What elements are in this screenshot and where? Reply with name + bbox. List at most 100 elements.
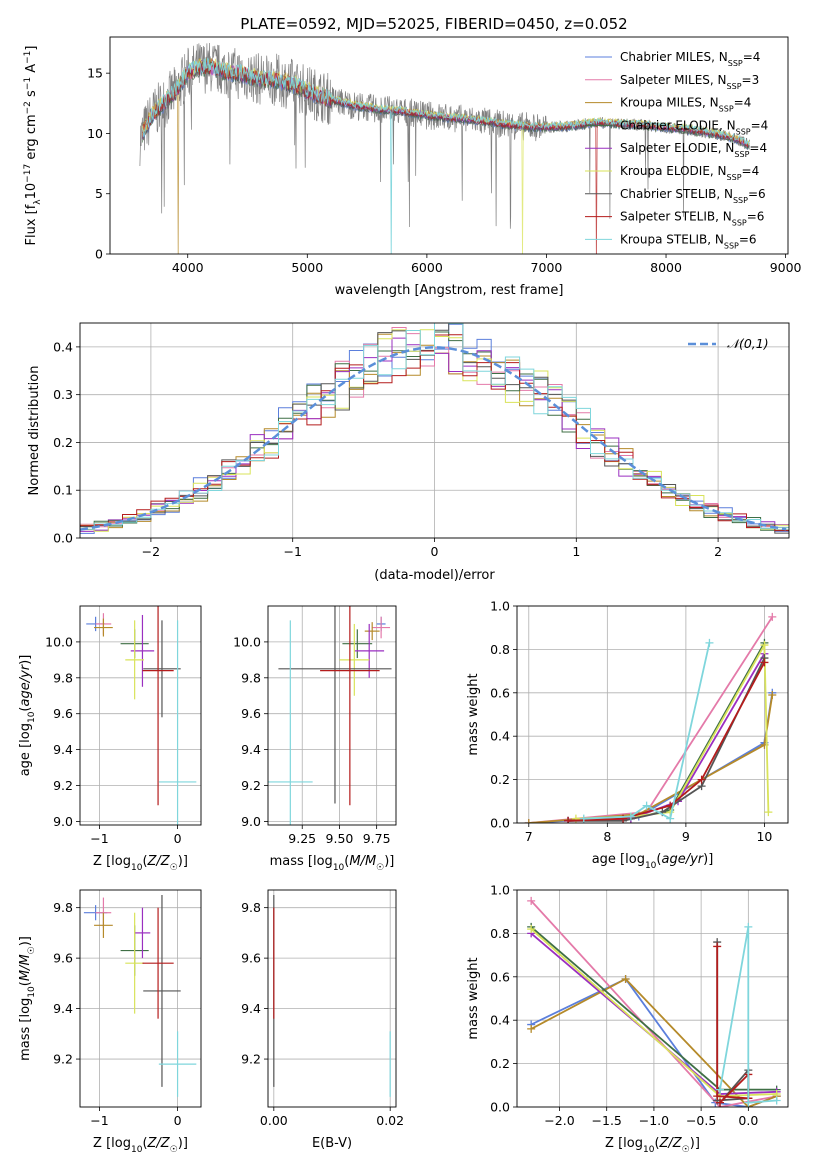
residual-histograms — [80, 323, 789, 534]
age-weight-ylabel: mass weight — [466, 673, 481, 755]
label-part: 10 — [131, 1145, 143, 1155]
x-tick-label: 8000 — [650, 260, 682, 275]
weight-line-3 — [568, 642, 766, 822]
x-tick-label: 5000 — [291, 260, 323, 275]
y-tick-label: 0.0 — [490, 1100, 510, 1115]
legend-value: =6 — [748, 187, 766, 201]
x-tick-label: 4000 — [172, 260, 204, 275]
label-part: −17 — [23, 164, 33, 183]
y-tick-label: 0.3 — [53, 387, 73, 402]
z-mass-ylabel: mass [log10(M/M☉)] — [18, 936, 37, 1061]
label-part: 10 — [131, 863, 143, 873]
x-tick-label: −1.5 — [592, 1113, 622, 1128]
weight-marker-8 — [744, 922, 753, 931]
weight-marker-8 — [705, 638, 714, 647]
legend-sub: SSP — [724, 241, 739, 250]
legend-entry-8: Kroupa STELIB, NSSP=6 — [620, 232, 757, 250]
legend-entry-1: Salpeter MILES, NSSP=3 — [620, 73, 759, 91]
x-tick-label: 8 — [603, 829, 611, 844]
label-part: ☉ — [170, 863, 178, 873]
x-tick-label: −1.0 — [639, 1113, 669, 1128]
label-part: 10 — [24, 183, 39, 200]
y-tick-label: 9.2 — [241, 778, 261, 793]
x-tick-label: 9 — [682, 829, 690, 844]
x-tick-label: 0 — [174, 831, 182, 846]
weight-marker-2 — [527, 1024, 536, 1033]
x-tick-label: 7 — [525, 829, 533, 844]
x-tick-label: 1 — [572, 544, 580, 559]
y-tick-label: 9.8 — [241, 900, 261, 915]
y-tick-label: 9.2 — [53, 1052, 73, 1067]
label-part: ( — [344, 854, 349, 869]
x-tick-label: 9.50 — [326, 831, 354, 846]
weight-marker-8 — [666, 814, 675, 823]
x-tick-label: −2.0 — [544, 1113, 574, 1128]
label-part: Z/Z — [147, 854, 171, 869]
label-part: 10 — [643, 1145, 655, 1155]
z-mass-xlabel: Z [log10(Z/Z☉)] — [93, 1136, 188, 1155]
label-part: )] — [690, 1136, 700, 1151]
x-tick-label: 7000 — [531, 260, 563, 275]
label-part: λ — [33, 199, 43, 205]
legend-value: =3 — [742, 73, 760, 87]
legend-value: =6 — [747, 210, 765, 224]
weight-marker-2 — [524, 819, 533, 823]
legend-entry-6: Chabrier STELIB, NSSP=6 — [620, 187, 766, 205]
histogram-8 — [80, 323, 789, 530]
label-part: E(B-V) — [312, 1136, 352, 1151]
label-part: )] — [18, 655, 33, 665]
legend-entry-7: Salpeter STELIB, NSSP=6 — [620, 210, 764, 228]
label-part: ☉ — [682, 1145, 690, 1155]
legend-text: Salpeter STELIB, N — [620, 210, 732, 224]
x-tick-label: −2 — [142, 544, 160, 559]
legend-value: =4 — [734, 96, 752, 110]
y-tick-label: 9.6 — [53, 951, 73, 966]
label-part: Z/Z — [659, 1136, 683, 1151]
legend-sub: SSP — [728, 59, 743, 68]
y-tick-label: 0.8 — [490, 642, 510, 657]
x-tick-label: 9.25 — [288, 831, 316, 846]
spectrum-axes: 4000 5000 6000 7000 8000 9000 0 5 10 15 — [87, 66, 801, 275]
z-age-frame — [79, 605, 202, 826]
y-tick-label: 0.1 — [53, 483, 73, 498]
y-tick-label: 0.4 — [490, 1013, 510, 1028]
label-part: ( — [142, 1136, 147, 1151]
legend-value: =4 — [749, 141, 767, 155]
y-tick-label: 0.4 — [53, 339, 73, 354]
model-spectrum-8 — [141, 57, 750, 254]
ebv-mass-axes: 0.00 0.02 9.2 9.4 9.6 9.8 — [241, 890, 404, 1128]
weight-line-1 — [530, 900, 777, 1107]
y-tick-label: 9.4 — [53, 1001, 73, 1016]
y-tick-label: 9.6 — [241, 951, 261, 966]
z-weight-ylabel: mass weight — [466, 957, 481, 1039]
x-tick-label: −1 — [90, 831, 108, 846]
y-tick-label: 0.4 — [490, 729, 510, 744]
legend-text: Chabrier ELODIE, N — [620, 118, 736, 132]
label-part: ( — [18, 707, 33, 712]
y-tick-label: 1.0 — [490, 883, 510, 898]
mass-age-axes: 9.25 9.50 9.75 9.0 9.2 9.4 9.6 9.8 10.0 — [233, 606, 396, 846]
legend-sub: SSP — [719, 104, 734, 113]
y-tick-label: 0 — [95, 247, 103, 262]
y-tick-label: 0.2 — [490, 772, 510, 787]
y-tick-label: 15 — [87, 66, 103, 81]
z-weight-axes: −2.0 −1.5 −1.0 −0.5 0.0 0.0 0.2 0.4 0.6 0.8 1.0 — [490, 883, 788, 1128]
legend-value: =4 — [743, 50, 761, 64]
label-part: ( — [142, 854, 147, 869]
weight-marker-5 — [764, 808, 773, 817]
label-part: ☉ — [376, 863, 384, 873]
y-tick-label: 10.0 — [233, 634, 261, 649]
label-part: age [log — [592, 852, 645, 867]
label-part: M/M — [349, 854, 376, 869]
spectrum-ylabel: Flux [fλ10−17 erg cm−2 s−1 A−1] — [23, 46, 43, 246]
z-age-ylabel: age [log10(age/yr)] — [18, 655, 37, 777]
legend-text: Kroupa MILES, N — [620, 96, 719, 110]
legend-sub: SSP — [734, 150, 749, 159]
label-part: mass [log — [18, 998, 33, 1061]
legend-entry-5: Kroupa ELODIE, NSSP=4 — [620, 164, 759, 182]
label-part: −2 — [23, 101, 33, 114]
z-weight-xlabel: Z [log10(Z/Z☉)] — [605, 1136, 700, 1155]
legend-text: Salpeter MILES, N — [620, 73, 727, 87]
y-tick-label: 10.0 — [45, 634, 73, 649]
